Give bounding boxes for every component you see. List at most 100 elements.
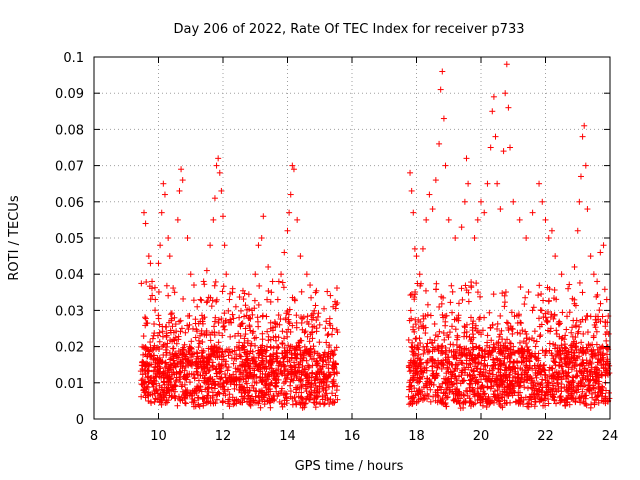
data-point — [156, 321, 163, 328]
data-point — [155, 315, 162, 322]
data-point — [259, 313, 266, 320]
data-point — [540, 297, 547, 304]
data-point — [158, 384, 165, 391]
data-point — [287, 191, 294, 198]
data-point — [525, 400, 532, 407]
data-point — [298, 389, 305, 396]
y-tick-label: 0.07 — [55, 160, 84, 175]
data-point — [282, 316, 289, 323]
data-point — [170, 369, 177, 376]
data-point — [222, 392, 229, 399]
data-points — [137, 61, 613, 412]
data-point — [452, 235, 459, 241]
data-point — [558, 381, 565, 388]
data-point — [323, 382, 330, 389]
data-point — [408, 343, 415, 350]
data-point — [252, 271, 259, 278]
data-point — [257, 404, 264, 411]
data-point — [247, 397, 254, 404]
data-point — [571, 263, 578, 270]
data-point — [594, 278, 601, 285]
data-point — [212, 314, 219, 321]
data-point — [226, 391, 233, 398]
data-point — [162, 323, 169, 330]
data-point — [474, 216, 481, 223]
data-point — [447, 341, 454, 348]
data-point — [303, 388, 310, 395]
data-point — [242, 331, 249, 338]
data-point — [247, 402, 254, 409]
data-point — [265, 333, 272, 340]
data-point — [490, 93, 497, 100]
y-tick-label: 0 — [76, 413, 84, 428]
data-point — [275, 362, 282, 369]
data-point — [223, 271, 230, 278]
data-point — [193, 349, 200, 356]
data-point — [297, 253, 304, 260]
data-point — [145, 397, 152, 404]
data-point — [201, 281, 208, 288]
data-point — [551, 286, 558, 293]
data-point — [160, 180, 167, 187]
data-point — [213, 298, 220, 305]
data-point — [185, 357, 192, 364]
data-point — [507, 144, 514, 151]
data-point — [240, 296, 247, 303]
data-point — [215, 339, 222, 346]
data-point — [494, 320, 501, 327]
data-point — [545, 235, 552, 241]
data-point — [140, 333, 147, 340]
data-point — [507, 399, 514, 406]
data-point — [151, 342, 158, 349]
data-point — [192, 334, 199, 341]
data-point — [174, 216, 181, 223]
data-point — [138, 280, 145, 287]
data-point — [558, 271, 565, 278]
data-point — [500, 148, 507, 155]
data-point — [440, 115, 447, 122]
data-point — [267, 397, 274, 404]
data-point — [209, 363, 216, 370]
data-point — [168, 375, 175, 382]
data-point — [163, 352, 170, 359]
data-point — [243, 375, 250, 382]
data-point — [481, 209, 488, 216]
data-point — [295, 361, 302, 368]
data-point — [524, 385, 531, 392]
data-point — [202, 386, 209, 393]
y-tick-label: 0.04 — [55, 268, 84, 283]
data-point — [312, 404, 319, 411]
data-point — [169, 371, 176, 378]
data-point — [141, 389, 148, 396]
data-point — [447, 299, 454, 306]
data-point — [324, 332, 331, 339]
data-point — [253, 334, 260, 341]
data-point — [299, 326, 306, 333]
data-point — [293, 324, 300, 331]
data-point — [471, 235, 478, 241]
data-point — [465, 298, 472, 305]
data-point — [593, 328, 600, 335]
data-point — [138, 377, 145, 384]
data-point — [576, 198, 583, 205]
data-point — [250, 397, 257, 404]
data-point — [278, 271, 285, 278]
data-point — [236, 294, 243, 301]
data-point — [142, 315, 149, 322]
data-point — [252, 387, 259, 394]
data-point — [279, 403, 286, 410]
data-point — [323, 378, 330, 385]
data-point — [546, 340, 553, 347]
data-point — [535, 292, 542, 299]
data-point — [227, 349, 234, 356]
data-point — [306, 374, 313, 381]
data-point — [210, 348, 217, 355]
data-point — [187, 390, 194, 397]
data-point — [170, 285, 177, 292]
x-tick-label: 18 — [408, 429, 425, 444]
data-point — [433, 286, 440, 293]
data-point — [221, 380, 228, 387]
data-point — [169, 345, 176, 352]
data-point — [463, 155, 470, 162]
